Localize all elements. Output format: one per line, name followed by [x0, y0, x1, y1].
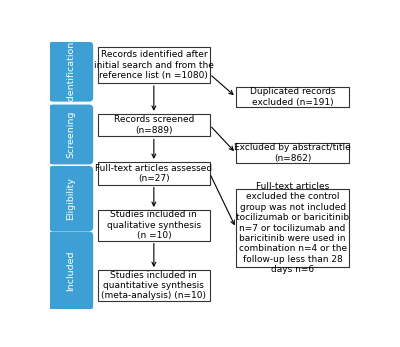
FancyBboxPatch shape — [236, 87, 349, 107]
Text: Screening: Screening — [66, 111, 76, 158]
Text: Full-text articles
excluded the control
group was not included
tocilizumab or ba: Full-text articles excluded the control … — [236, 182, 349, 274]
Text: Eligibility: Eligibility — [66, 177, 76, 220]
Text: Records identified after
initial search and from the
reference list (n =1080): Records identified after initial search … — [94, 50, 214, 80]
FancyBboxPatch shape — [98, 162, 210, 185]
Text: Duplicated records
excluded (n=191): Duplicated records excluded (n=191) — [250, 87, 335, 107]
Text: Records screened
(n=889): Records screened (n=889) — [114, 116, 194, 135]
FancyBboxPatch shape — [98, 47, 210, 83]
Text: Excluded by abstract/title
(n=862): Excluded by abstract/title (n=862) — [234, 144, 351, 163]
FancyBboxPatch shape — [236, 143, 349, 163]
Text: Identification: Identification — [66, 41, 76, 103]
Text: Full-text articles assessed
(n=27): Full-text articles assessed (n=27) — [95, 163, 212, 183]
Text: Studies included in
qualitative synthesis
(n =10): Studies included in qualitative synthesi… — [107, 210, 201, 240]
FancyBboxPatch shape — [49, 167, 92, 230]
FancyBboxPatch shape — [49, 232, 92, 310]
FancyBboxPatch shape — [98, 114, 210, 136]
FancyBboxPatch shape — [49, 105, 92, 164]
FancyBboxPatch shape — [236, 189, 349, 268]
FancyBboxPatch shape — [98, 270, 210, 301]
Text: Included: Included — [66, 251, 76, 291]
FancyBboxPatch shape — [49, 42, 92, 101]
Text: Studies included in
quantitative synthesis
(meta-analysis) (n=10): Studies included in quantitative synthes… — [101, 271, 206, 301]
FancyBboxPatch shape — [98, 210, 210, 241]
